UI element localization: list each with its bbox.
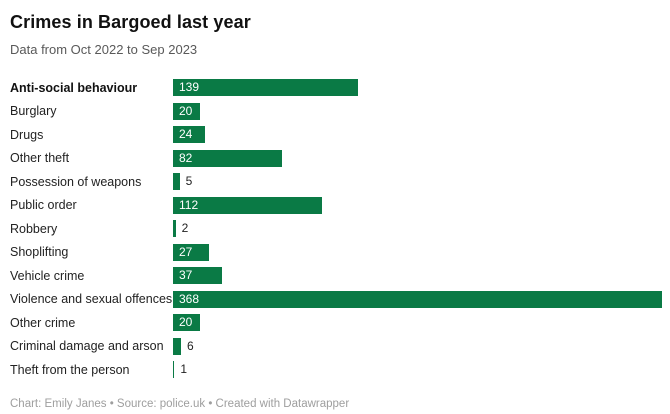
bar xyxy=(173,361,175,379)
bar-track: 24 xyxy=(173,126,662,144)
bar-track: 27 xyxy=(173,243,662,261)
bar-track: 5 xyxy=(173,173,662,191)
bar-row: Other crime 20 xyxy=(10,311,662,335)
bar-row: Shoplifting 27 xyxy=(10,241,662,265)
bar xyxy=(173,220,176,238)
bar-row: Robbery 2 xyxy=(10,217,662,241)
bar xyxy=(173,243,209,261)
bar-row: Burglary 20 xyxy=(10,100,662,124)
bar xyxy=(173,79,358,97)
bar-row: Anti-social behaviour 139 xyxy=(10,76,662,100)
category-label: Other theft xyxy=(10,151,70,166)
value-label: 112 xyxy=(179,197,199,212)
bar-row: Vehicle crime 37 xyxy=(10,264,662,288)
value-label: 24 xyxy=(179,127,193,142)
bar-track: 112 xyxy=(173,196,662,214)
category-label: Violence and sexual offences xyxy=(10,292,173,307)
bar xyxy=(173,196,322,214)
bar xyxy=(173,102,200,120)
bar xyxy=(173,173,180,191)
bar xyxy=(173,314,200,332)
bar-row: Public order 112 xyxy=(10,194,662,218)
bar xyxy=(173,126,205,144)
chart-subtitle: Data from Oct 2022 to Sep 2023 xyxy=(10,42,198,57)
bar xyxy=(173,267,223,285)
bar-track: 20 xyxy=(173,102,662,120)
bar xyxy=(173,337,181,355)
value-label: 5 xyxy=(185,174,193,189)
value-label: 20 xyxy=(179,103,193,118)
value-label: 139 xyxy=(179,80,200,95)
bar-track: 1 xyxy=(173,361,662,379)
bar-track: 37 xyxy=(173,267,662,285)
value-label: 2 xyxy=(181,221,189,236)
category-label: Theft from the person xyxy=(10,362,130,377)
category-label: Anti-social behaviour xyxy=(10,80,138,95)
category-label: Drugs xyxy=(10,127,44,142)
bar xyxy=(173,290,662,308)
category-label: Possession of weapons xyxy=(10,174,142,189)
value-label: 37 xyxy=(179,268,193,283)
value-label: 1 xyxy=(180,362,188,377)
value-label: 82 xyxy=(179,150,193,165)
bar-row: Violence and sexual offences 368 xyxy=(10,288,662,312)
bar-row: Theft from the person 1 xyxy=(10,358,662,382)
category-label: Other crime xyxy=(10,315,76,330)
category-label: Public order xyxy=(10,198,77,213)
bar-track: 139 xyxy=(173,79,662,97)
bar-track: 6 xyxy=(173,337,662,355)
bar-chart: Anti-social behaviour 139 Burglary 20 Drugs 2… xyxy=(10,76,662,382)
bar xyxy=(173,149,282,167)
category-label: Vehicle crime xyxy=(10,268,85,283)
category-label: Criminal damage and arson xyxy=(10,339,164,354)
chart-title: Crimes in Bargoed last year xyxy=(10,12,251,32)
value-label: 27 xyxy=(179,244,193,259)
bar-row: Other theft 82 xyxy=(10,147,662,171)
value-label: 368 xyxy=(179,291,200,306)
category-label: Shoplifting xyxy=(10,245,69,260)
bar-row: Criminal damage and arson 6 xyxy=(10,335,662,359)
category-label: Burglary xyxy=(10,104,57,119)
bar-row: Drugs 24 xyxy=(10,123,662,147)
bar-track: 368 xyxy=(173,290,662,308)
chart-footer: Chart: Emily Janes • Source: police.uk •… xyxy=(10,397,350,410)
bar-track: 20 xyxy=(173,314,662,332)
bar-row: Possession of weapons 5 xyxy=(10,170,662,194)
bar-track: 82 xyxy=(173,149,662,167)
value-label: 6 xyxy=(186,338,194,353)
category-label: Robbery xyxy=(10,221,58,236)
value-label: 20 xyxy=(179,315,193,330)
bar-track: 2 xyxy=(173,220,662,238)
